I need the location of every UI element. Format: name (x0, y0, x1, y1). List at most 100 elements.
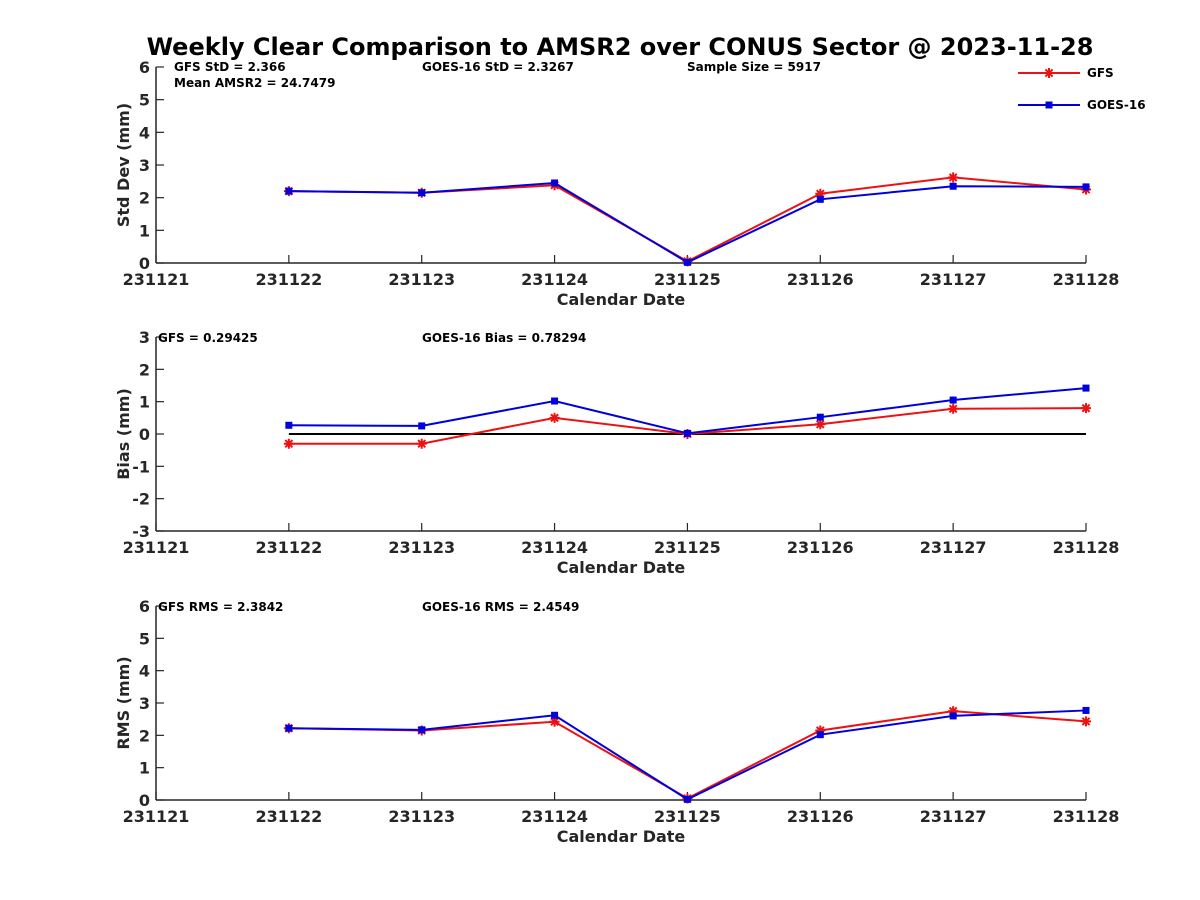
x-tick-label: 231126 (787, 270, 854, 289)
goes-16-marker-2 (551, 397, 559, 405)
y-tick-label: 1 (139, 759, 150, 778)
y-tick-label: 5 (139, 91, 150, 110)
gfs-marker-5 (948, 706, 959, 717)
x-tick-label: 231122 (255, 807, 322, 826)
y-tick-label: 4 (139, 662, 150, 681)
annotation-text: GFS StD = 2.366 (174, 60, 286, 74)
goes-16-marker-5 (949, 182, 957, 190)
goes-16-marker-3 (683, 795, 691, 803)
y-tick-label: -2 (132, 490, 150, 509)
x-tick-label: 231125 (654, 270, 721, 289)
gfs-marker-0 (283, 438, 294, 449)
goes-16-marker-2 (551, 711, 559, 719)
gfs-marker-4 (815, 419, 826, 430)
goes-16-marker-0 (285, 187, 293, 195)
y-tick-label: -1 (132, 457, 150, 476)
goes-16-marker-6 (1082, 384, 1090, 392)
goes-16-marker-0 (285, 421, 293, 429)
goes-16-series (285, 706, 1090, 803)
x-tick-label: 231124 (521, 270, 588, 289)
goes-16-marker-1 (418, 726, 426, 734)
x-tick-label: 231127 (920, 807, 987, 826)
y-axis-label: Std Dev (mm) (114, 103, 133, 227)
x-tick-label: 231122 (255, 538, 322, 557)
gfs-marker-2 (549, 412, 560, 423)
gfs-marker-4 (815, 725, 826, 736)
gfs-marker-2 (549, 716, 560, 727)
x-tick-label: 231127 (920, 270, 987, 289)
x-axis-label: Calendar Date (557, 290, 686, 309)
annotation-text: GOES-16 Bias = 0.78294 (422, 331, 586, 345)
goes-16-series (285, 384, 1090, 437)
annotation-text: GOES-16 StD = 2.3267 (422, 60, 574, 74)
gfs-marker-legend-0 (1044, 68, 1054, 78)
x-axis-label: Calendar Date (557, 827, 686, 846)
goes-16-marker-3 (683, 258, 691, 266)
y-tick-label: 1 (139, 393, 150, 412)
chart-panel-2: 231121 231122 231123 231124 231125 231126 2311… (114, 328, 1119, 577)
goes-16-marker-3 (683, 429, 691, 437)
y-tick-label: -3 (132, 522, 150, 541)
y-tick-label: 1 (139, 221, 150, 240)
x-tick-label: 231124 (521, 807, 588, 826)
x-tick-label: 231126 (787, 807, 854, 826)
goes-16-marker-6 (1082, 183, 1090, 191)
chart-title: Weekly Clear Comparison to AMSR2 over CO… (147, 33, 1094, 61)
y-axis-label: Bias (mm) (114, 388, 133, 480)
gfs-marker-1 (416, 438, 427, 449)
gfs-marker-5 (948, 403, 959, 414)
legend-label-0: GFS (1087, 66, 1114, 80)
x-tick-label: 231123 (388, 538, 455, 557)
y-tick-label: 0 (139, 791, 150, 810)
goes-16-marker-2 (551, 179, 559, 187)
gfs-marker-4 (815, 188, 826, 199)
annotation-text: GFS = 0.29425 (158, 331, 258, 345)
panels: 231121 231122 231123 231124 231125 231126 2311… (114, 58, 1119, 846)
y-tick-label: 6 (139, 58, 150, 77)
gfs-marker-5 (948, 172, 959, 183)
goes-16-marker-1 (418, 189, 426, 197)
x-tick-label: 231125 (654, 807, 721, 826)
goes-16-series (285, 179, 1090, 266)
x-tick-label: 231123 (388, 270, 455, 289)
y-tick-label: 4 (139, 123, 150, 142)
y-tick-label: 3 (139, 156, 150, 175)
x-axis-label: Calendar Date (557, 558, 686, 577)
annotation-text: Mean AMSR2 = 24.7479 (174, 76, 335, 90)
y-tick-label: 3 (139, 328, 150, 347)
x-tick-label: 231121 (123, 270, 190, 289)
x-tick-label: 231123 (388, 807, 455, 826)
x-tick-label: 231126 (787, 538, 854, 557)
x-tick-label: 231124 (521, 538, 588, 557)
goes-16-marker-5 (949, 396, 957, 404)
x-tick-label: 231128 (1053, 270, 1120, 289)
annotation-text: GOES-16 RMS = 2.4549 (422, 600, 579, 614)
gfs-marker-6 (1081, 403, 1091, 414)
chart-panel-1: 231121 231122 231123 231124 231125 231126 2311… (114, 58, 1119, 309)
goes-16-marker-4 (816, 731, 824, 739)
goes-16-marker-1 (418, 422, 426, 430)
goes-16-marker-4 (816, 413, 824, 421)
annotation-text: GFS RMS = 2.3842 (158, 600, 283, 614)
x-tick-label: 231125 (654, 538, 721, 557)
y-tick-label: 0 (139, 254, 150, 273)
y-tick-label: 2 (139, 360, 150, 379)
gfs-marker-6 (1081, 716, 1091, 727)
x-tick-label: 231128 (1053, 538, 1120, 557)
annotation-text: Sample Size = 5917 (687, 60, 821, 74)
goes-16-marker-6 (1082, 706, 1090, 714)
x-tick-label: 231128 (1053, 807, 1120, 826)
x-tick-label: 231127 (920, 538, 987, 557)
legend-label-1: GOES-16 (1087, 98, 1146, 112)
y-tick-label: 0 (139, 425, 150, 444)
y-tick-label: 3 (139, 694, 150, 713)
goes-16-marker-5 (949, 712, 957, 720)
x-tick-label: 231122 (255, 270, 322, 289)
goes-16-marker-0 (285, 724, 293, 732)
x-tick-label: 231121 (123, 807, 190, 826)
y-tick-label: 2 (139, 726, 150, 745)
goes-16-marker-legend-1 (1045, 101, 1053, 109)
goes-16-marker-4 (816, 195, 824, 203)
legend: GFS GOES-16 (1018, 66, 1146, 112)
